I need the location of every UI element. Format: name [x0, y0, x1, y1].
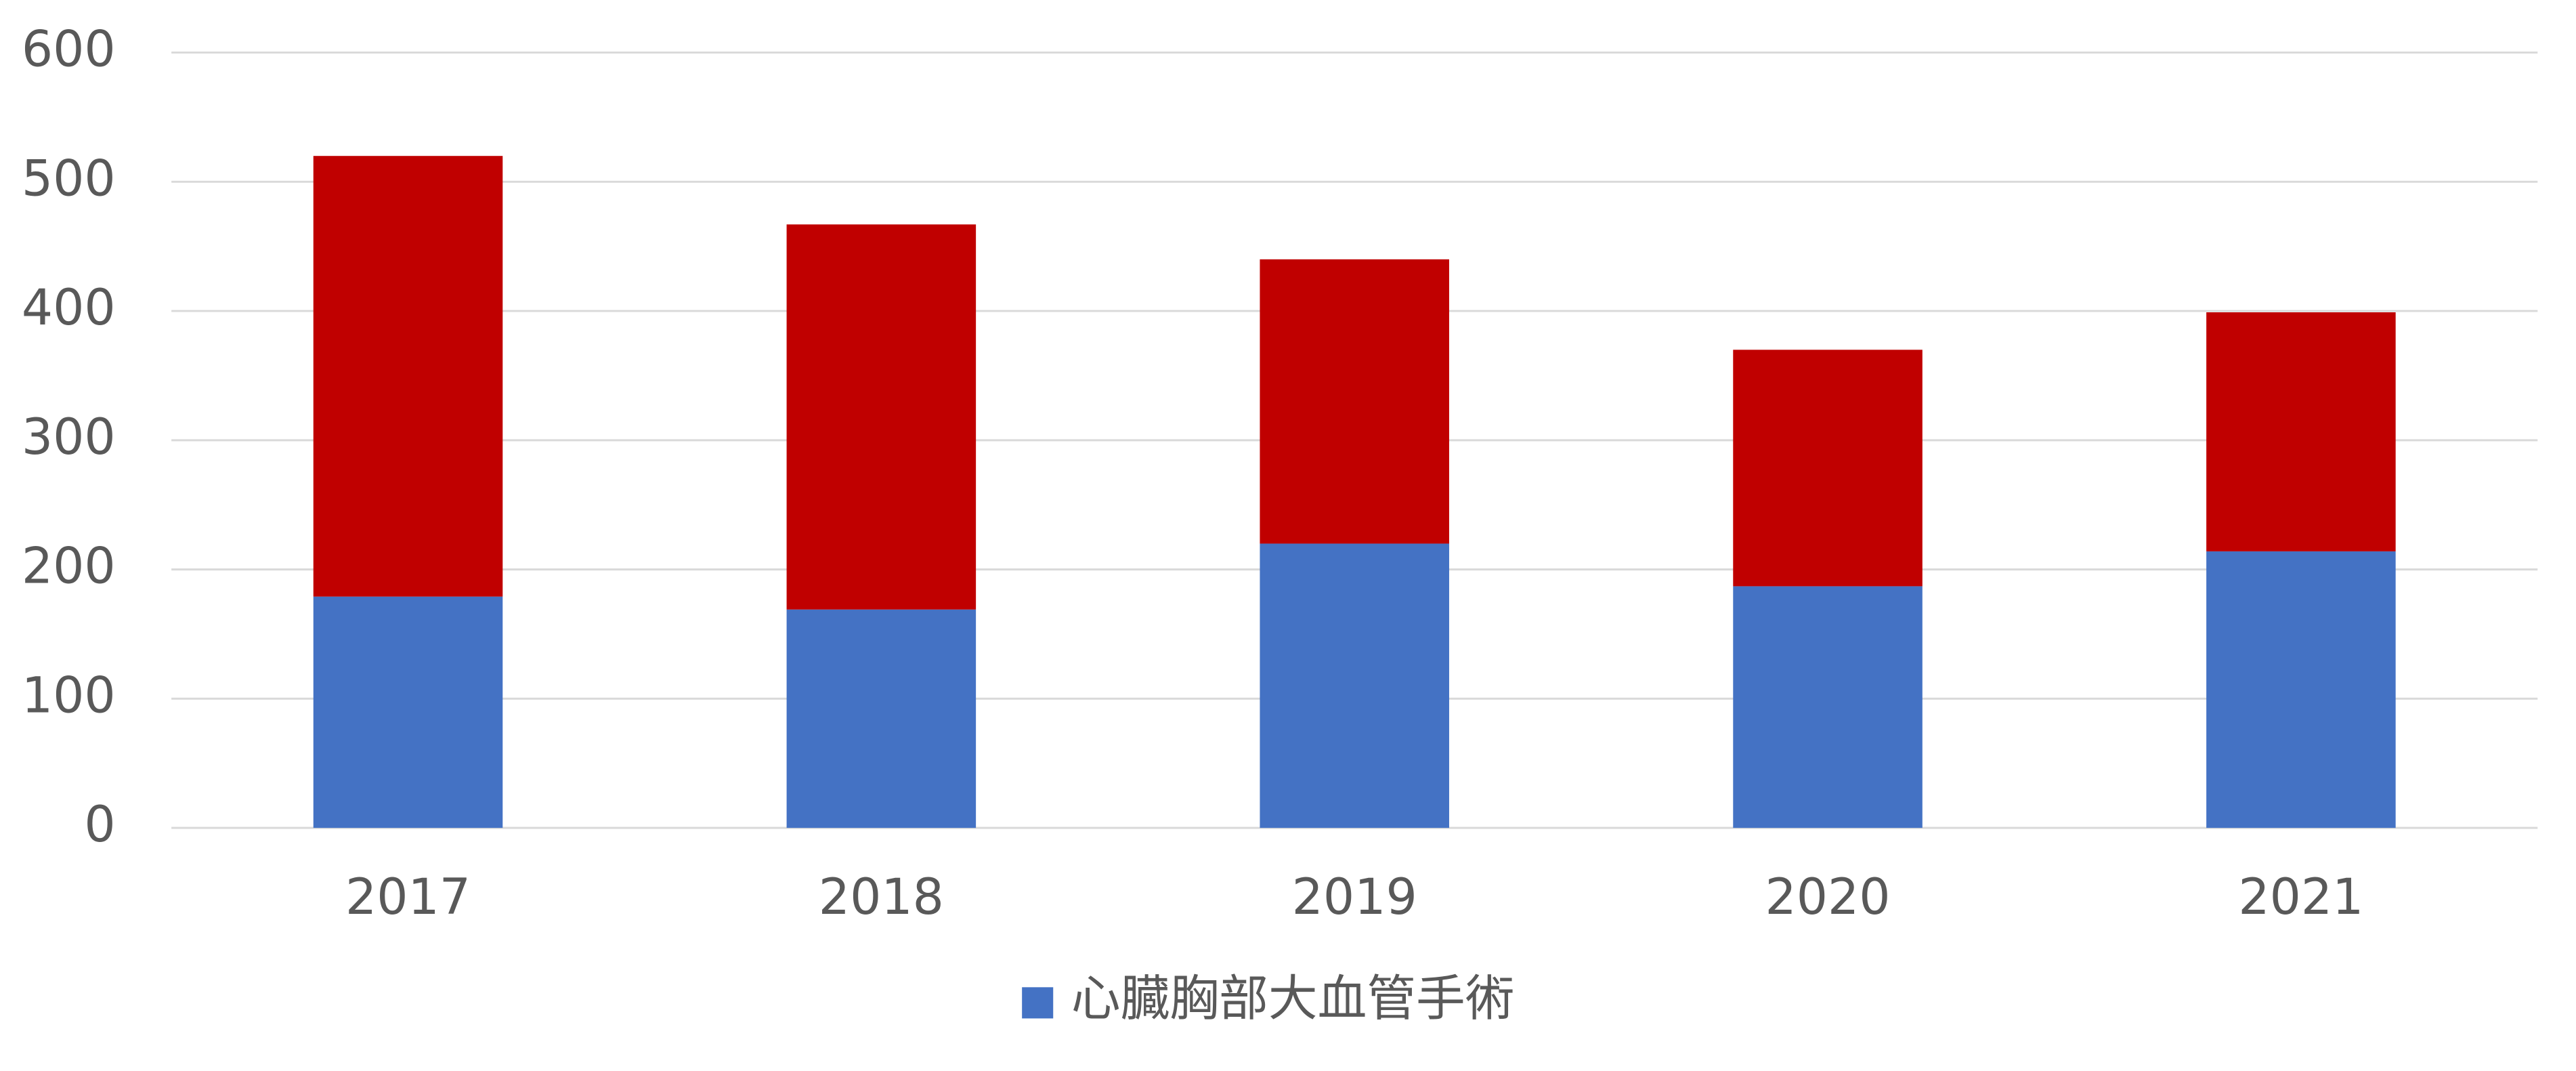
- x-tick-label: 2017: [345, 868, 471, 926]
- y-tick-label: 300: [22, 408, 116, 466]
- x-tick-label: 2018: [819, 868, 944, 926]
- bar-segment: [1733, 350, 1923, 587]
- y-tick-label: 600: [22, 21, 116, 79]
- x-tick-label: 2020: [1765, 868, 1890, 926]
- legend-label: 心臓胸部大血管手術: [1071, 970, 1515, 1028]
- bar-segment: [786, 609, 976, 828]
- bar-segment: [2206, 551, 2396, 828]
- bar-segment: [786, 224, 976, 610]
- y-tick-label: 400: [22, 279, 116, 337]
- y-tick-label: 500: [22, 150, 116, 207]
- bar-segment: [313, 156, 503, 597]
- y-tick-label: 0: [84, 796, 115, 854]
- x-tick-label: 2021: [2238, 868, 2363, 926]
- x-tick-label: 2019: [1292, 868, 1417, 926]
- bar-segment: [1260, 543, 1449, 828]
- legend-swatch: [1022, 987, 1054, 1019]
- y-tick-label: 200: [22, 538, 116, 595]
- bar-segment: [2206, 312, 2396, 551]
- bar-segment: [1733, 586, 1923, 828]
- bar-segment: [313, 596, 503, 828]
- bar-segment: [1260, 259, 1449, 544]
- y-tick-label: 100: [22, 667, 116, 724]
